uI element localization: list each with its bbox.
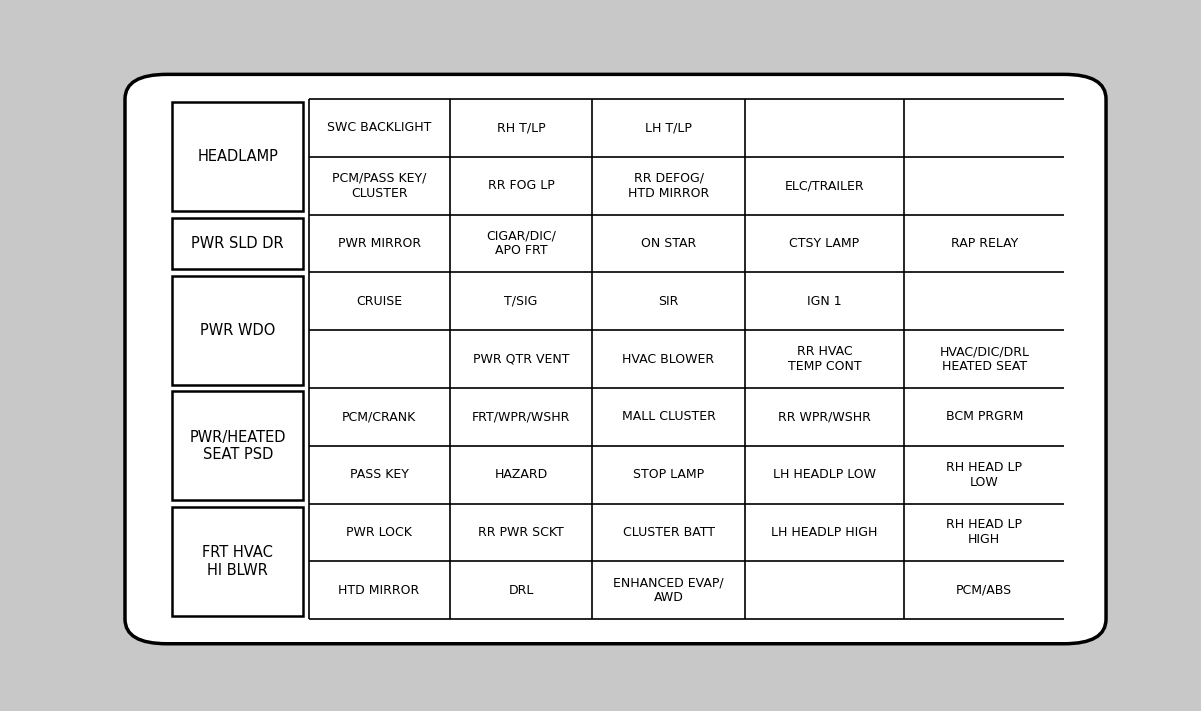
Text: BCM PRGRM: BCM PRGRM: [945, 410, 1023, 423]
Text: IGN 1: IGN 1: [807, 295, 842, 308]
Text: HEADLAMP: HEADLAMP: [197, 149, 279, 164]
Bar: [173, 276, 303, 385]
Bar: [173, 391, 303, 501]
Text: PWR WDO: PWR WDO: [201, 323, 275, 338]
Text: RH T/LP: RH T/LP: [497, 122, 545, 134]
Text: CIGAR/DIC/
APO FRT: CIGAR/DIC/ APO FRT: [486, 230, 556, 257]
Text: RH HEAD LP
LOW: RH HEAD LP LOW: [946, 461, 1022, 488]
Text: LH HEADLP HIGH: LH HEADLP HIGH: [771, 526, 878, 539]
Text: SIR: SIR: [658, 295, 679, 308]
Text: CTSY LAMP: CTSY LAMP: [789, 237, 860, 250]
Text: PCM/PASS KEY/
CLUSTER: PCM/PASS KEY/ CLUSTER: [331, 171, 426, 200]
Text: RR HVAC
TEMP CONT: RR HVAC TEMP CONT: [788, 345, 861, 373]
Text: PWR SLD DR: PWR SLD DR: [191, 236, 285, 251]
Text: STOP LAMP: STOP LAMP: [633, 468, 704, 481]
Text: PASS KEY: PASS KEY: [349, 468, 408, 481]
Text: PCM/CRANK: PCM/CRANK: [342, 410, 417, 423]
Text: HVAC BLOWER: HVAC BLOWER: [622, 353, 715, 365]
Text: RAP RELAY: RAP RELAY: [951, 237, 1018, 250]
Text: HAZARD: HAZARD: [495, 468, 548, 481]
Text: CLUSTER BATT: CLUSTER BATT: [622, 526, 715, 539]
Text: LH HEADLP LOW: LH HEADLP LOW: [773, 468, 876, 481]
Text: SWC BACKLIGHT: SWC BACKLIGHT: [327, 122, 431, 134]
Text: LH T/LP: LH T/LP: [645, 122, 692, 134]
Text: ENHANCED EVAP/
AWD: ENHANCED EVAP/ AWD: [614, 576, 724, 604]
Text: MALL CLUSTER: MALL CLUSTER: [622, 410, 716, 423]
Text: RR FOG LP: RR FOG LP: [488, 179, 555, 192]
Text: PWR/HEATED
SEAT PSD: PWR/HEATED SEAT PSD: [190, 429, 286, 462]
Bar: [173, 218, 303, 269]
Text: PWR QTR VENT: PWR QTR VENT: [473, 353, 569, 365]
Text: RH HEAD LP
HIGH: RH HEAD LP HIGH: [946, 518, 1022, 547]
Text: FRT HVAC
HI BLWR: FRT HVAC HI BLWR: [202, 545, 273, 577]
Text: HTD MIRROR: HTD MIRROR: [339, 584, 419, 597]
Text: ON STAR: ON STAR: [641, 237, 697, 250]
Bar: [173, 102, 303, 211]
Text: DRL: DRL: [508, 584, 533, 597]
Text: ELC/TRAILER: ELC/TRAILER: [784, 179, 865, 192]
Text: T/SIG: T/SIG: [504, 295, 538, 308]
Text: RR WPR/WSHR: RR WPR/WSHR: [778, 410, 871, 423]
Text: RR PWR SCKT: RR PWR SCKT: [478, 526, 564, 539]
Text: PWR LOCK: PWR LOCK: [346, 526, 412, 539]
Text: FRT/WPR/WSHR: FRT/WPR/WSHR: [472, 410, 570, 423]
Bar: [173, 507, 303, 616]
FancyBboxPatch shape: [125, 75, 1106, 643]
Text: CRUISE: CRUISE: [355, 295, 402, 308]
Text: PWR MIRROR: PWR MIRROR: [337, 237, 420, 250]
Text: HVAC/DIC/DRL
HEATED SEAT: HVAC/DIC/DRL HEATED SEAT: [939, 345, 1029, 373]
Text: RR DEFOG/
HTD MIRROR: RR DEFOG/ HTD MIRROR: [628, 171, 709, 200]
Text: PCM/ABS: PCM/ABS: [956, 584, 1012, 597]
